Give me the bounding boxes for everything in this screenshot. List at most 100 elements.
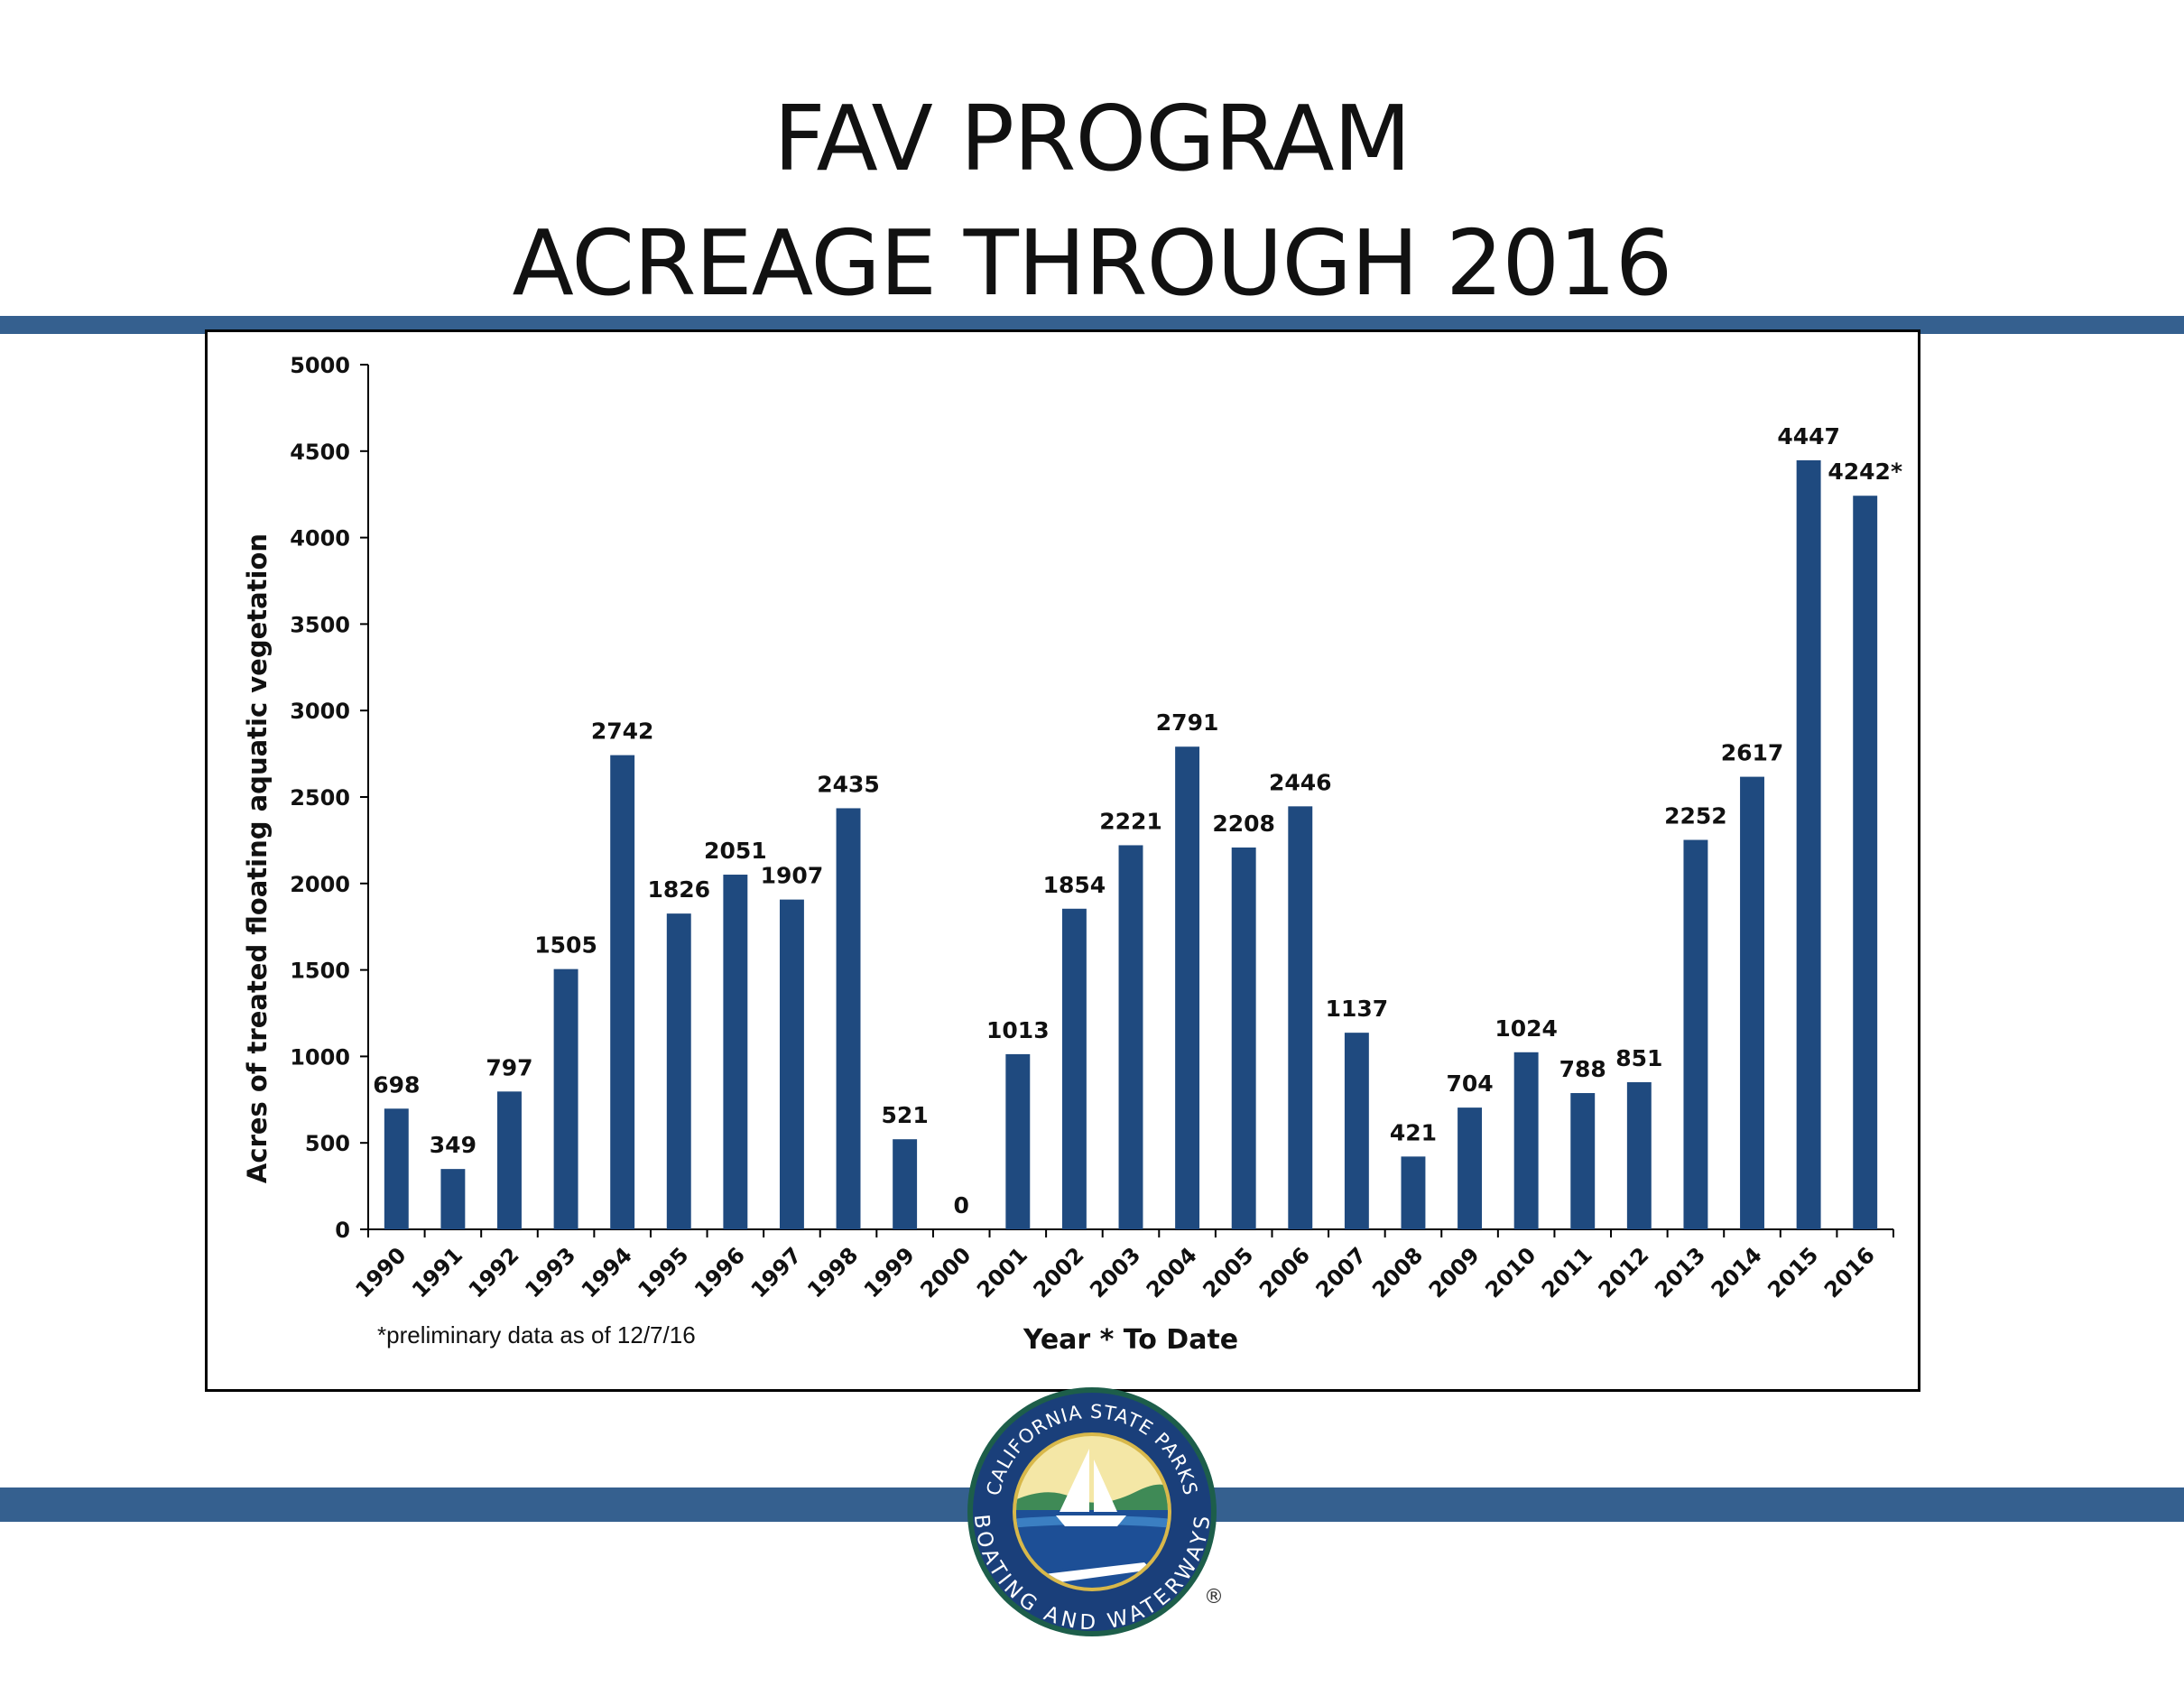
bar-data-label: 704 — [1446, 1070, 1493, 1097]
x-tick-label: 1997 — [746, 1242, 807, 1302]
x-tick-label: 2016 — [1819, 1242, 1880, 1302]
x-tick-label: 2005 — [1198, 1242, 1258, 1302]
boating-and-waterways-logo: CALIFORNIA STATE PARKS BOATING AND WATER… — [967, 1387, 1217, 1636]
page-title-line-1: FAV PROGRAM — [773, 86, 1411, 191]
bar-data-label: 2221 — [1099, 808, 1162, 834]
x-tick-label: 1995 — [633, 1242, 693, 1302]
bar — [1118, 845, 1143, 1229]
x-tick-label: 1998 — [802, 1242, 863, 1302]
bar-data-label: 4447 — [1777, 423, 1840, 449]
y-tick-label: 1000 — [290, 1044, 350, 1070]
x-tick-label: 2006 — [1254, 1242, 1315, 1302]
bar-data-label: 1013 — [986, 1017, 1050, 1043]
y-tick-label: 2000 — [290, 872, 350, 897]
x-tick-label: 2007 — [1311, 1242, 1372, 1302]
bar — [610, 755, 635, 1229]
x-tick-label: 2000 — [915, 1242, 976, 1302]
y-tick-label: 2500 — [290, 785, 350, 811]
y-axis-label: Acres of treated floating aquatic vegeta… — [242, 533, 273, 1183]
bar — [666, 913, 691, 1229]
bar — [1796, 459, 1821, 1229]
x-tick-label: 1991 — [407, 1242, 467, 1302]
bar-data-label: 4242* — [1828, 459, 1902, 485]
x-tick-label: 2012 — [1594, 1242, 1654, 1302]
bar — [1288, 806, 1313, 1229]
bar — [1175, 746, 1200, 1229]
bar — [384, 1108, 409, 1229]
y-tick-label: 3000 — [290, 699, 350, 724]
bar — [553, 968, 578, 1229]
x-tick-label: 2004 — [1142, 1242, 1202, 1302]
x-tick-label: 2003 — [1085, 1242, 1145, 1302]
page-title-line-2: ACREAGE THROUGH 2016 — [512, 210, 1673, 316]
bar-data-label: 797 — [486, 1054, 532, 1080]
x-tick-label: 2015 — [1763, 1242, 1823, 1302]
bar-data-label: 1854 — [1043, 872, 1106, 898]
bar — [1853, 496, 1878, 1229]
bar-data-label: 349 — [430, 1132, 477, 1158]
bar-data-label: 0 — [954, 1192, 969, 1219]
bar-data-label: 2435 — [817, 771, 880, 797]
bar-data-label: 1826 — [647, 876, 710, 903]
bar-data-label: 2446 — [1269, 769, 1332, 795]
bar — [1344, 1033, 1369, 1229]
y-tick-label: 0 — [335, 1218, 350, 1243]
bar — [836, 808, 861, 1229]
bar — [1458, 1107, 1483, 1229]
bar-data-label: 1024 — [1495, 1015, 1558, 1042]
bar — [1570, 1093, 1596, 1229]
bar-data-label: 1137 — [1326, 996, 1389, 1022]
x-tick-label: 2013 — [1650, 1242, 1710, 1302]
bar — [1005, 1053, 1031, 1229]
registered-mark: ® — [1204, 1586, 1224, 1608]
x-tick-label: 1990 — [351, 1242, 412, 1302]
x-tick-label: 1992 — [464, 1242, 524, 1302]
bar — [893, 1139, 918, 1229]
x-tick-label: 2014 — [1707, 1242, 1767, 1302]
bar-data-label: 2252 — [1664, 803, 1727, 829]
bar-data-label: 2742 — [591, 718, 654, 745]
x-tick-label: 2001 — [972, 1242, 1032, 1302]
bar — [1401, 1156, 1426, 1229]
x-tick-label: 1996 — [689, 1242, 750, 1302]
plot-area: 0 500 1000 1500 2000 2500 3000 3500 4000 4500 5000… — [290, 353, 1902, 1302]
x-tick-label: 2011 — [1537, 1242, 1597, 1302]
bar-data-label: 698 — [373, 1071, 420, 1098]
bar-chart: Acres of treated floating aquatic vegeta… — [242, 353, 1902, 1356]
bar-data-label: 788 — [1559, 1056, 1606, 1082]
y-tick-label: 3500 — [290, 612, 350, 637]
x-tick-label: 2008 — [1367, 1242, 1428, 1302]
bar — [723, 875, 748, 1229]
bar-data-label: 421 — [1390, 1119, 1437, 1145]
y-tick-label: 1500 — [290, 959, 350, 984]
x-tick-label: 1999 — [859, 1242, 920, 1302]
bar-data-label: 2617 — [1721, 740, 1784, 766]
bar — [497, 1091, 522, 1229]
x-tick-label: 1994 — [577, 1242, 637, 1302]
bar-data-label: 1907 — [761, 863, 824, 889]
bar — [779, 899, 804, 1229]
bar — [1231, 847, 1256, 1229]
x-tick-label: 2009 — [1424, 1242, 1485, 1302]
chart-frame: Acres of treated floating aquatic vegeta… — [205, 329, 1920, 1392]
footnote: *preliminary data as of 12/7/16 — [377, 1321, 696, 1348]
bar — [440, 1169, 466, 1229]
bar-data-label: 2051 — [704, 838, 767, 864]
x-tick-label: 1993 — [520, 1242, 580, 1302]
bar — [1683, 839, 1708, 1229]
bar-data-label: 851 — [1615, 1045, 1662, 1071]
bar-data-label: 2208 — [1212, 811, 1275, 837]
bar — [1061, 908, 1087, 1229]
bar-data-label: 521 — [882, 1102, 929, 1128]
bar-data-label: 1505 — [534, 932, 597, 959]
x-tick-label: 2010 — [1480, 1242, 1541, 1302]
bar — [1626, 1081, 1652, 1229]
x-axis-label: Year * To Date — [1023, 1324, 1238, 1356]
y-tick-label: 4500 — [290, 440, 350, 465]
y-tick-label: 5000 — [290, 353, 350, 378]
y-tick-label: 500 — [305, 1131, 350, 1156]
x-tick-label: 2002 — [1029, 1242, 1089, 1302]
bar — [1513, 1052, 1539, 1229]
y-tick-label: 4000 — [290, 526, 350, 551]
bar-data-label: 2791 — [1156, 709, 1219, 736]
